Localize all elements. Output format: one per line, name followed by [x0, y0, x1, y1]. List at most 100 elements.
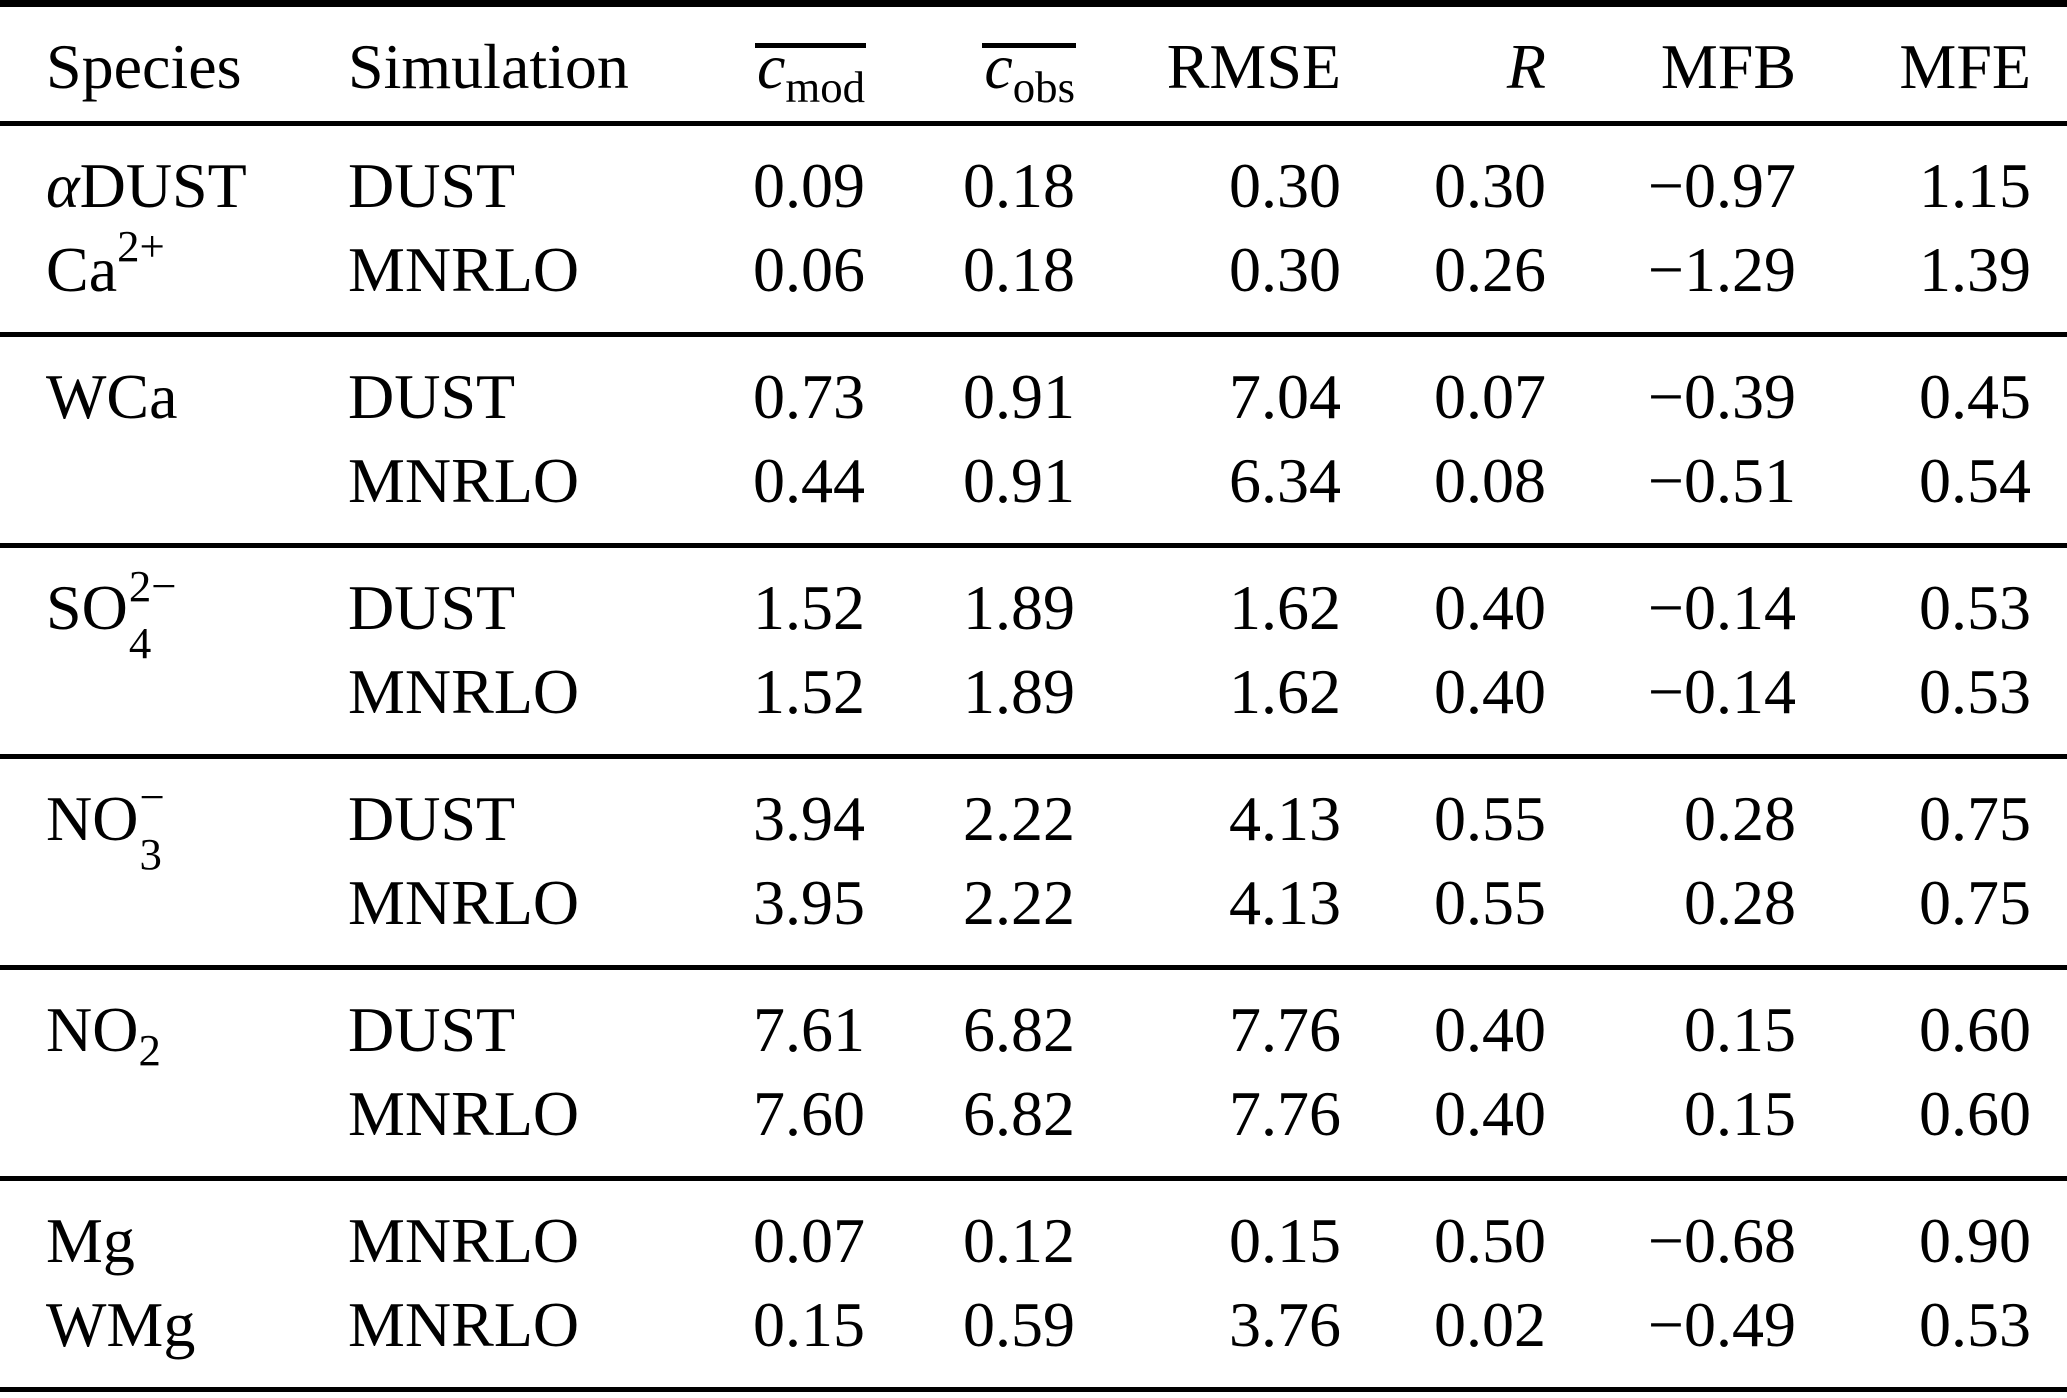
value-cell-mfe: 0.75 [1919, 783, 2031, 854]
value-cell-rmse: 0.30 [1229, 150, 1341, 221]
value-cell-mfb: 0.28 [1684, 867, 1796, 938]
column-header-mfe: MFE [1797, 3, 2067, 126]
value-cell-r: 0.40 [1434, 572, 1546, 643]
value-cell-rmse: 7.76 [1229, 1078, 1341, 1149]
value-cell-mfe: 0.60 [1919, 1078, 2031, 1149]
simulation-cell: DUST [348, 361, 516, 432]
value-cell-mfe: 0.54 [1919, 445, 2031, 516]
text-segment: α [46, 150, 80, 221]
simulation-cell: MNRLO [348, 1205, 580, 1276]
value-cell-cobs: 1.89 [963, 572, 1075, 643]
value-cell-cmod: 3.95 [753, 867, 865, 938]
value-cell-cmod: 0.15 [753, 1289, 865, 1360]
simulation-cell: MNRLO [348, 1289, 580, 1360]
simulation-cell: MNRLO [348, 234, 580, 305]
simulation-cell: MNRLO [348, 445, 580, 516]
species-cell: SO 2− 4 [0, 546, 302, 666]
value-cell-mfb: 0.15 [1684, 1078, 1796, 1149]
value-cell-cmod: 0.73 [753, 361, 865, 432]
text-segment: Species [46, 31, 242, 102]
value-cell-r: 0.40 [1434, 1078, 1546, 1149]
value-cell-rmse: 1.62 [1229, 656, 1341, 727]
table-row: NO −3 DUST 3.94 2.22 4.13 0.55 0.28 0.75 [0, 757, 2067, 877]
stacked-sup-sub: −3 [138, 775, 190, 877]
value-cell-mfe: 0.45 [1919, 361, 2031, 432]
text-segment: MFE [1899, 31, 2031, 102]
value-cell-mfe: 0.75 [1919, 867, 2031, 938]
species-cell: αDUST [0, 124, 302, 229]
value-cell-r: 0.30 [1434, 150, 1546, 221]
value-cell-cobs: 6.82 [963, 994, 1075, 1065]
value-cell-cobs: 0.12 [963, 1205, 1075, 1276]
table-row: WCa DUST 0.73 0.91 7.04 0.07 −0.39 0.45 [0, 335, 2067, 440]
value-cell-rmse: 0.15 [1229, 1205, 1341, 1276]
species-cell [0, 1072, 302, 1179]
species-group: Mg MNRLO 0.07 0.12 0.15 0.50 −0.68 0.90 WMg MNRLO… [0, 1179, 2067, 1390]
value-cell-mfb: −0.39 [1647, 361, 1796, 432]
value-cell-mfb: 0.28 [1684, 783, 1796, 854]
overline-group: cmod [754, 31, 867, 109]
table-row: MNRLO 7.60 6.82 7.76 0.40 0.15 0.60 [0, 1072, 2067, 1179]
value-cell-cobs: 0.91 [963, 445, 1075, 516]
text-segment: Mg [46, 1205, 135, 1276]
text-segment: R [1506, 31, 1546, 102]
simulation-cell: MNRLO [348, 867, 580, 938]
value-cell-r: 0.50 [1434, 1205, 1546, 1276]
value-cell-cobs: 0.18 [963, 234, 1075, 305]
subscript: 3 [139, 829, 162, 879]
value-cell-mfb: 0.15 [1684, 994, 1796, 1065]
value-cell-cmod: 0.44 [753, 445, 865, 516]
value-cell-mfe: 1.39 [1919, 234, 2031, 305]
simulation-cell: DUST [348, 150, 516, 221]
column-header-species: Species [0, 3, 302, 126]
column-header-cobs: cobs [866, 3, 1076, 126]
text-segment: DUST [79, 150, 247, 221]
value-cell-r: 0.55 [1434, 783, 1546, 854]
subscript: 2 [138, 1025, 161, 1075]
value-cell-mfb: −0.14 [1647, 572, 1796, 643]
text-segment: Simulation [348, 31, 629, 102]
value-cell-mfe: 0.53 [1919, 656, 2031, 727]
value-cell-mfb: −0.49 [1647, 1289, 1796, 1360]
value-cell-r: 0.02 [1434, 1289, 1546, 1360]
species-cell: NO −3 [0, 757, 302, 877]
simulation-cell: DUST [348, 572, 516, 643]
value-cell-cobs: 0.59 [963, 1289, 1075, 1360]
table-row: SO 2− 4 DUST 1.52 1.89 1.62 0.40 −0.14 0.53 [0, 546, 2067, 666]
value-cell-rmse: 6.34 [1229, 445, 1341, 516]
superscript: − [139, 772, 165, 822]
value-cell-cobs: 0.18 [963, 150, 1075, 221]
value-cell-r: 0.40 [1434, 656, 1546, 727]
text-segment: c [984, 31, 1013, 102]
text-segment: WMg [46, 1289, 196, 1360]
column-header-simulation: Simulation [302, 3, 644, 126]
table-row: MNRLO 1.52 1.89 1.62 0.40 −0.14 0.53 [0, 650, 2067, 757]
table-row: NO2 DUST 7.61 6.82 7.76 0.40 0.15 0.60 [0, 968, 2067, 1075]
table-header: Species Simulation cmod cobs RMSE R MFB MFE [0, 3, 2067, 126]
species-cell: WMg [0, 1283, 302, 1390]
table-row: Mg MNRLO 0.07 0.12 0.15 0.50 −0.68 0.90 [0, 1179, 2067, 1284]
text-segment: MFB [1660, 31, 1796, 102]
text-segment: Ca [46, 234, 118, 305]
species-cell: WCa [0, 335, 302, 440]
text-segment: NO [46, 994, 139, 1065]
value-cell-mfe: 0.60 [1919, 994, 2031, 1065]
simulation-cell: DUST [348, 994, 516, 1065]
species-group: αDUST DUST 0.09 0.18 0.30 0.30 −0.97 1.15 Ca2+ MN… [0, 124, 2067, 335]
value-cell-r: 0.07 [1434, 361, 1546, 432]
table-row: WMg MNRLO 0.15 0.59 3.76 0.02 −0.49 0.53 [0, 1283, 2067, 1390]
species-cell: Mg [0, 1179, 302, 1284]
superscript: 2− [128, 561, 177, 611]
value-cell-cmod: 0.09 [753, 150, 865, 221]
species-cell: NO2 [0, 968, 302, 1075]
value-cell-mfb: −1.29 [1647, 234, 1796, 305]
species-group: NO2 DUST 7.61 6.82 7.76 0.40 0.15 0.60 MNRLO 7.60… [0, 968, 2067, 1179]
value-cell-cobs: 0.91 [963, 361, 1075, 432]
value-cell-cobs: 2.22 [963, 867, 1075, 938]
value-cell-cmod: 0.07 [753, 1205, 865, 1276]
value-cell-r: 0.08 [1434, 445, 1546, 516]
species-group: WCa DUST 0.73 0.91 7.04 0.07 −0.39 0.45 MNRLO 0.4… [0, 335, 2067, 546]
value-cell-rmse: 4.13 [1229, 867, 1341, 938]
